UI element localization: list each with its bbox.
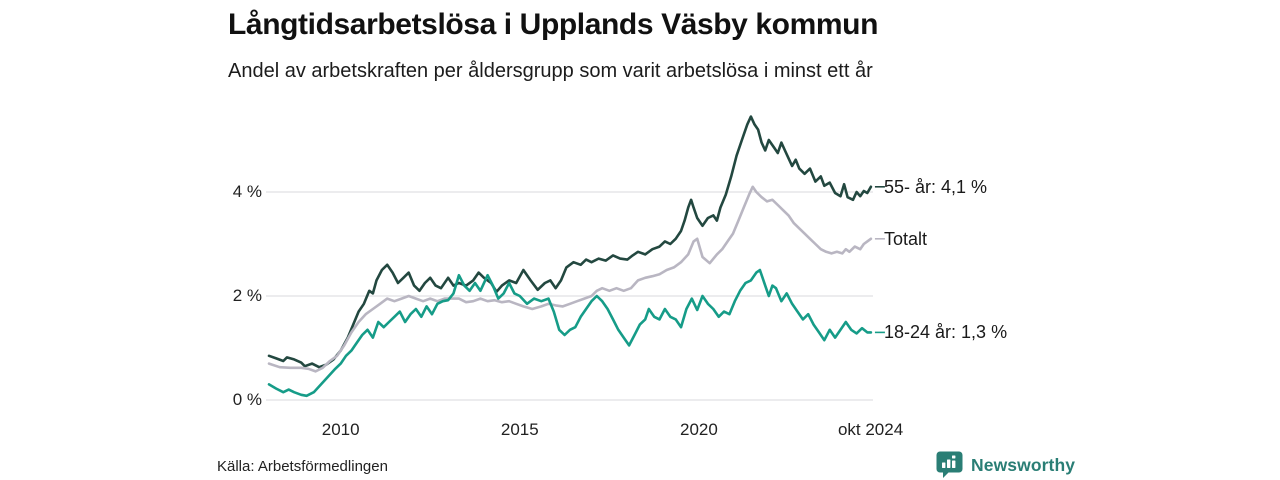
newsworthy-logo: Newsworthy <box>936 451 1075 479</box>
series-end-label-totalt: Totalt <box>884 228 928 249</box>
chart-subtitle: Andel av arbetskraften per åldersgrupp s… <box>228 60 873 82</box>
y-axis-tick-label: 4 % <box>232 182 262 201</box>
x-axis-tick-label: 2010 <box>321 420 360 439</box>
x-axis-tick-label: 2015 <box>500 420 539 439</box>
bar-chart-bubble-icon <box>936 451 963 479</box>
y-axis-tick-label: 2 % <box>232 286 262 305</box>
chart-title: Långtidsarbetslösa i Upplands Väsby komm… <box>228 8 879 41</box>
series-end-label-18-24-ar: 18-24 år: 1,3 % <box>884 322 1008 343</box>
source-note: Källa: Arbetsförmedlingen <box>217 458 388 475</box>
newsworthy-logo-text: Newsworthy <box>971 454 1076 475</box>
x-axis-tick-label: okt 2024 <box>837 420 904 439</box>
series-end-label-55-ar: 55- år: 4,1 % <box>884 176 988 197</box>
x-axis-tick-label: 2020 <box>680 420 718 439</box>
y-axis-tick-label: 0 % <box>232 390 262 409</box>
